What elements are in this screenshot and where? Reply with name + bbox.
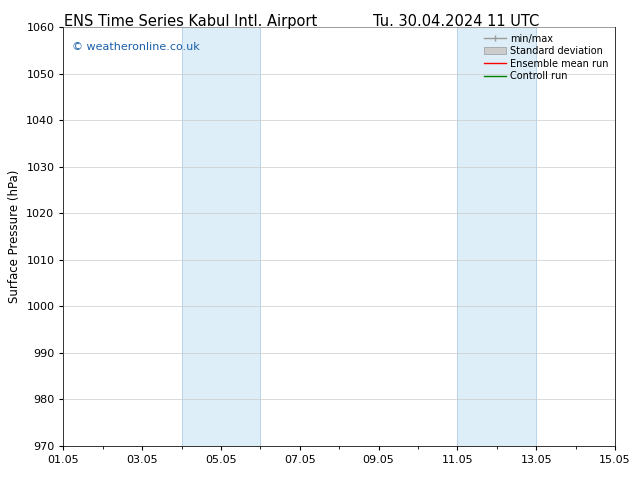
Y-axis label: Surface Pressure (hPa): Surface Pressure (hPa) <box>8 170 21 303</box>
Text: Tu. 30.04.2024 11 UTC: Tu. 30.04.2024 11 UTC <box>373 14 540 29</box>
Text: © weatheronline.co.uk: © weatheronline.co.uk <box>72 42 200 51</box>
Bar <box>181 27 261 446</box>
Legend: min/max, Standard deviation, Ensemble mean run, Controll run: min/max, Standard deviation, Ensemble me… <box>482 32 610 83</box>
Text: ENS Time Series Kabul Intl. Airport: ENS Time Series Kabul Intl. Airport <box>63 14 317 29</box>
Bar <box>457 27 536 446</box>
